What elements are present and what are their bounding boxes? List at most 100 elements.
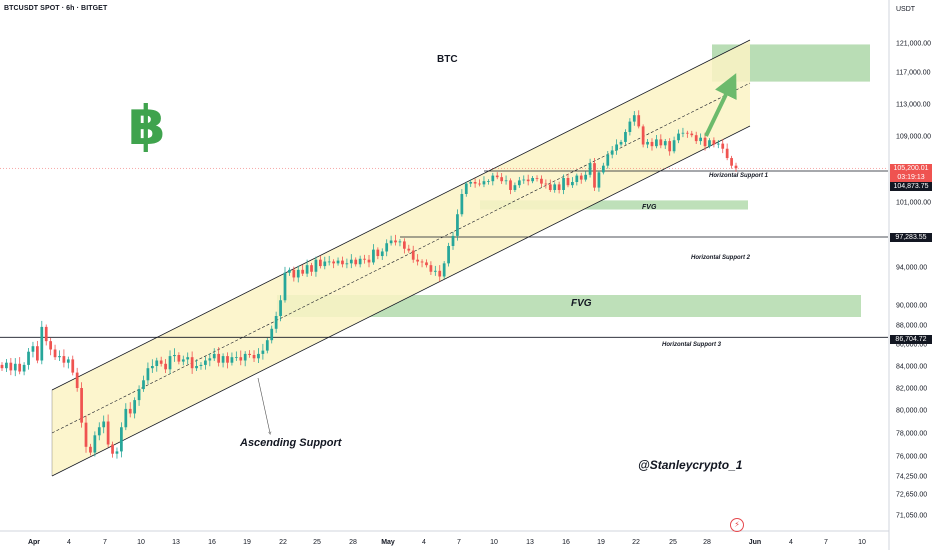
support-1-price-badge: 104,873.75 [890,182,932,191]
candle-body [425,262,428,266]
y-tick-label: 76,000.00 [896,454,927,461]
candle-body [84,422,88,447]
candle-body [234,357,238,358]
y-tick-label: 121,000.00 [896,41,931,48]
candle-body [389,240,393,244]
candle-body [522,179,526,181]
candle-body [601,165,605,173]
candle-body [27,351,30,365]
candle-body [0,364,4,369]
candle-body [9,362,13,371]
candle-body [491,175,495,182]
candle-body [252,355,256,359]
x-tick-label: 13 [526,539,534,546]
candle-body [62,356,66,363]
candle-body [310,265,313,272]
candle-body [566,177,570,186]
candle-body [155,360,159,366]
candle-body [31,346,35,352]
candle-body [49,341,53,350]
ascending-support-label: Ascending Support [240,437,342,449]
candle-body [292,269,296,278]
candle-body [44,326,48,342]
candle-body [513,185,517,190]
x-tick-label: 10 [858,539,866,546]
candle-body [646,141,649,145]
candle-body [164,363,167,370]
candle-body [314,259,318,272]
candle-body [358,258,362,265]
candle-body [562,177,565,190]
candle-body [694,135,698,142]
candle-body [128,408,132,414]
candle-body [632,115,636,122]
x-tick-label: 22 [632,539,640,546]
candle-body [438,270,442,277]
candle-body [150,366,154,369]
candle-body [288,269,291,273]
candle-body [341,260,344,265]
x-tick-label: 10 [137,539,145,546]
y-tick-label: 101,000.00 [896,200,931,207]
candle-body [71,359,75,373]
candle-body [239,357,243,361]
candle-body [257,353,260,359]
x-tick-label: 19 [597,539,605,546]
fvg-label-lower: FVG [571,298,592,309]
candle-body [217,353,221,363]
candle-body [668,141,672,152]
y-tick-label: 71,050.00 [896,513,927,520]
horizontal-support-1-label: Horizontal Support 1 [709,173,768,179]
candle-body [500,177,504,182]
candle-body [628,121,632,132]
y-tick-label: 113,000.00 [896,102,931,109]
x-tick-label: 7 [457,539,461,546]
candle-body [553,184,557,190]
x-tick-label: 7 [103,539,107,546]
lightning-icon[interactable]: ⚡ [730,518,744,532]
horizontal-support-2-label: Horizontal Support 2 [691,255,750,261]
candle-body [730,158,733,166]
candle-body [637,115,641,127]
candle-body [469,181,473,184]
candle-body [380,251,384,257]
x-tick-label: 4 [422,539,426,546]
candle-body [447,245,450,264]
candle-body [204,360,207,365]
countdown-badge: 03:19:13 [890,173,932,182]
candle-body [177,355,181,362]
candle-body [199,364,203,366]
candle-body [349,259,353,264]
candle-body [124,408,128,428]
candle-body [75,372,79,388]
candle-body [535,177,539,179]
candle-body [517,180,521,186]
candle-body [703,137,707,147]
candle-body [248,353,251,355]
candle-body [66,359,70,363]
candle-body [385,243,389,252]
last-price-badge: 105,200.01 [890,164,932,173]
candle-body [593,163,596,188]
candle-body [548,184,552,190]
channel-upper-line [51,39,751,391]
candle-body [495,175,499,178]
fvg-zone-upper [480,200,748,210]
candle-body [36,346,39,361]
candle-body [650,141,654,147]
candle-body [146,368,150,381]
candle-body [579,175,583,180]
candle-body [641,126,645,145]
candle-body [137,389,141,401]
symbol-title[interactable]: BTCUSDT SPOT · 6h · BITGET [4,5,108,12]
candle-body [181,359,185,362]
candle-body [168,356,172,370]
candle-body [106,421,110,445]
candle-body [221,356,225,363]
candle-body [93,435,97,453]
currency-label[interactable]: USDT [896,6,916,13]
candle-body [464,183,468,194]
candle-body [655,139,658,147]
candle-body [597,172,601,188]
